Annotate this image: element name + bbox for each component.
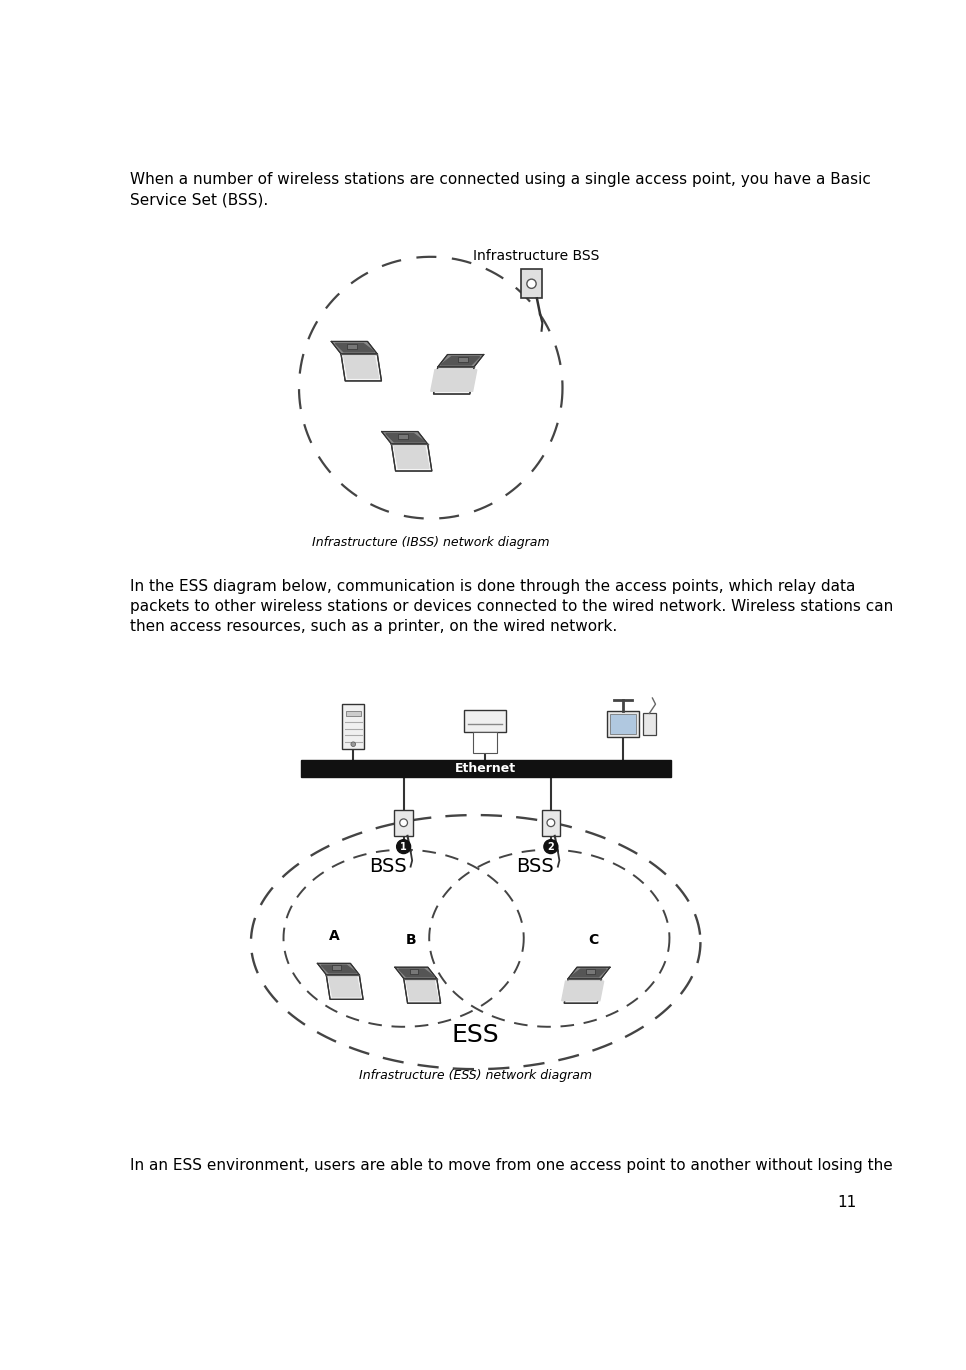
Text: BSS: BSS [517,858,554,877]
Text: Infrastructure (IBSS) network diagram: Infrastructure (IBSS) network diagram [312,536,550,548]
Polygon shape [568,967,610,978]
Polygon shape [440,356,479,364]
Bar [348,344,357,349]
Bar [342,704,364,749]
Text: When a number of wireless stations are connected using a single access point, yo: When a number of wireless stations are c… [130,173,871,207]
Bar [521,269,542,299]
Bar [398,433,408,440]
Text: BSS: BSS [369,858,407,877]
Polygon shape [434,367,474,395]
Text: Infrastructure (ESS) network diagram: Infrastructure (ESS) network diagram [359,1069,592,1082]
Polygon shape [331,341,378,353]
Polygon shape [327,974,363,999]
Bar [332,966,341,970]
Polygon shape [407,981,438,1000]
Text: 1: 1 [400,841,407,852]
Polygon shape [385,433,425,443]
Polygon shape [328,977,360,997]
Bar [346,711,361,715]
Bar [394,810,412,836]
Polygon shape [335,344,375,352]
Polygon shape [341,353,382,381]
Polygon shape [382,432,428,444]
Bar [458,356,468,362]
Bar [643,714,656,734]
Polygon shape [344,356,379,378]
Polygon shape [431,370,477,392]
Circle shape [397,840,411,854]
Bar [464,710,506,732]
Bar [300,760,671,777]
Polygon shape [561,981,604,1000]
Polygon shape [571,969,607,977]
Polygon shape [391,444,432,471]
Text: In an ESS environment, users are able to move from one access point to another w: In an ESS environment, users are able to… [130,1158,893,1173]
Circle shape [351,743,355,747]
Circle shape [526,279,536,288]
Circle shape [547,819,554,826]
Text: 11: 11 [838,1195,857,1210]
Text: Infrastructure BSS: Infrastructure BSS [473,249,600,263]
Polygon shape [395,967,437,978]
Polygon shape [564,978,601,1003]
Bar [410,969,418,974]
Bar [586,969,595,974]
Bar [607,711,639,737]
Text: C: C [588,933,599,947]
Text: 2: 2 [548,841,554,852]
Text: A: A [328,929,339,943]
Text: B: B [406,933,416,947]
Polygon shape [404,978,440,1003]
Polygon shape [394,447,429,469]
Polygon shape [399,969,435,977]
Polygon shape [438,355,484,367]
Circle shape [400,819,408,826]
Bar [610,714,637,734]
Bar [473,732,497,754]
Bar [542,810,560,836]
Polygon shape [318,963,359,974]
Circle shape [544,840,557,854]
Polygon shape [321,966,356,973]
Text: Ethernet: Ethernet [455,762,517,775]
Text: ESS: ESS [452,1023,499,1047]
Text: In the ESS diagram below, communication is done through the access points, which: In the ESS diagram below, communication … [130,578,894,634]
